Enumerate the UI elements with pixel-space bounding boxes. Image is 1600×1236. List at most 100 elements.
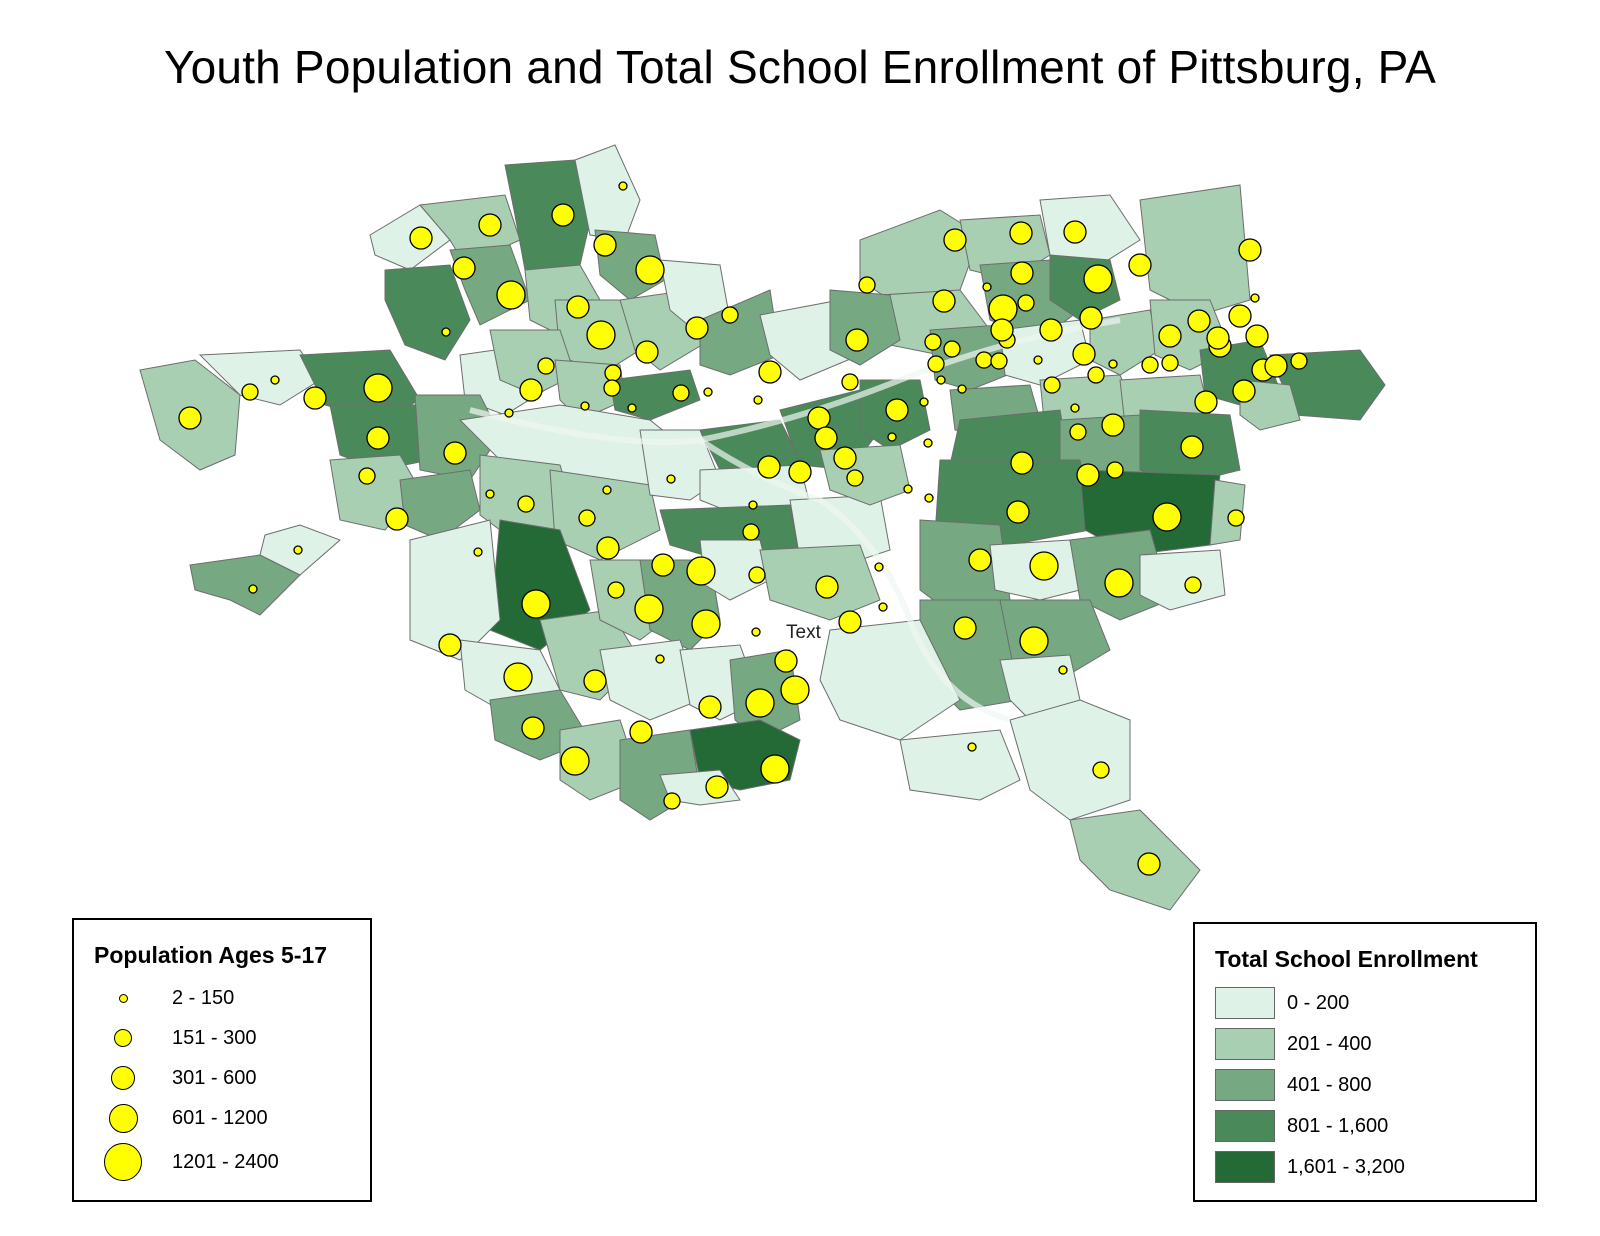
neighborhood-region xyxy=(819,444,911,506)
population-dot xyxy=(1106,461,1124,479)
population-class-label: 601 - 1200 xyxy=(172,1106,268,1129)
population-dot xyxy=(504,408,514,418)
population-dot xyxy=(441,327,451,337)
population-dot xyxy=(685,316,709,340)
population-dot xyxy=(858,276,876,294)
population-dot xyxy=(560,746,590,776)
population-legend-title: Population Ages 5-17 xyxy=(94,942,328,968)
population-dot xyxy=(1194,390,1218,414)
neighborhood-region xyxy=(829,289,901,366)
enrollment-legend-row: 1,601 - 3,200 xyxy=(1215,1150,1405,1184)
population-dot xyxy=(551,203,575,227)
neighborhood-region xyxy=(574,144,641,241)
population-dot xyxy=(1070,403,1080,413)
population-dot xyxy=(363,373,393,403)
enrollment-swatch xyxy=(1215,1028,1275,1060)
population-dot xyxy=(833,446,857,470)
population-dot xyxy=(635,340,659,364)
population-dot xyxy=(1180,435,1204,459)
population-legend-row: 1201 - 2400 xyxy=(74,1142,279,1182)
population-dot xyxy=(634,594,664,624)
population-dot xyxy=(583,669,607,693)
population-dot xyxy=(663,792,681,810)
population-dot xyxy=(1238,238,1262,262)
neighborhood-region xyxy=(384,264,471,361)
population-dot xyxy=(248,584,258,594)
population-legend-row: 301 - 600 xyxy=(74,1058,257,1098)
population-dot xyxy=(1232,379,1256,403)
neighborhood-region xyxy=(1069,809,1201,911)
population-dot xyxy=(593,233,617,257)
population-dot xyxy=(1137,852,1161,876)
population-legend: Population Ages 5-17 2 - 150 151 - 300 3… xyxy=(72,918,372,1202)
enrollment-legend-row: 401 - 800 xyxy=(1215,1068,1372,1102)
population-dot xyxy=(496,280,526,310)
population-dot xyxy=(1228,304,1252,328)
x-large-dot-icon xyxy=(74,1103,172,1133)
population-dot xyxy=(815,575,839,599)
population-dot xyxy=(1083,264,1113,294)
population-class-label: 2 - 150 xyxy=(172,986,235,1009)
xx-large-dot-icon xyxy=(74,1143,172,1181)
population-legend-row: 151 - 300 xyxy=(74,1018,257,1058)
population-class-label: 301 - 600 xyxy=(172,1066,257,1089)
population-dot xyxy=(924,333,942,351)
population-symbols xyxy=(178,181,1308,876)
enrollment-legend-row: 801 - 1,600 xyxy=(1215,1109,1388,1143)
neighborhood-region xyxy=(549,469,661,561)
population-dot xyxy=(1250,293,1260,303)
population-dot xyxy=(1079,306,1103,330)
population-dot xyxy=(521,589,551,619)
population-dot xyxy=(651,553,675,577)
population-dot xyxy=(604,364,622,382)
neighborhood-region xyxy=(1209,479,1246,546)
population-dot xyxy=(691,609,721,639)
population-dot xyxy=(878,602,888,612)
enrollment-swatch xyxy=(1215,1151,1275,1183)
population-dot xyxy=(537,357,555,375)
enrollment-legend-row: 201 - 400 xyxy=(1215,1027,1372,1061)
population-dot xyxy=(990,318,1014,342)
population-dot xyxy=(846,469,864,487)
population-dot xyxy=(603,379,621,397)
population-dot xyxy=(358,467,376,485)
population-dot xyxy=(924,493,934,503)
population-dot xyxy=(1017,294,1035,312)
population-dot xyxy=(602,485,612,495)
population-dot xyxy=(385,507,409,531)
population-dot xyxy=(672,384,690,402)
population-dot xyxy=(1108,359,1118,369)
population-dot xyxy=(443,441,467,465)
population-dot xyxy=(975,351,993,369)
enrollment-legend-row: 0 - 200 xyxy=(1215,986,1349,1020)
neighborhood-region xyxy=(899,729,1021,801)
population-dot xyxy=(666,474,676,484)
neighborhood-region xyxy=(1009,699,1131,821)
population-dot xyxy=(1069,423,1087,441)
population-legend-row: 601 - 1200 xyxy=(74,1098,268,1138)
population-dot xyxy=(753,395,763,405)
population-dot xyxy=(919,397,929,407)
neighborhood-region xyxy=(699,289,781,376)
population-dot xyxy=(1206,326,1230,350)
population-dot xyxy=(607,581,625,599)
small-dot-icon xyxy=(74,993,172,1003)
population-dot xyxy=(473,547,483,557)
population-dot xyxy=(841,373,859,391)
enrollment-class-label: 1,601 - 3,200 xyxy=(1287,1155,1405,1178)
population-dot xyxy=(1039,318,1063,342)
enrollment-class-label: 201 - 400 xyxy=(1287,1032,1372,1055)
population-dot xyxy=(596,536,620,560)
population-dot xyxy=(1006,500,1030,524)
population-dot xyxy=(438,633,462,657)
population-dot xyxy=(303,386,327,410)
population-dot xyxy=(1076,463,1100,487)
population-dot xyxy=(1101,413,1125,437)
population-dot xyxy=(845,328,869,352)
population-dot xyxy=(705,775,729,799)
population-dot xyxy=(293,545,303,555)
population-dot xyxy=(982,282,992,292)
population-dot xyxy=(1104,568,1134,598)
population-dot xyxy=(1010,261,1034,285)
population-dot xyxy=(943,340,961,358)
